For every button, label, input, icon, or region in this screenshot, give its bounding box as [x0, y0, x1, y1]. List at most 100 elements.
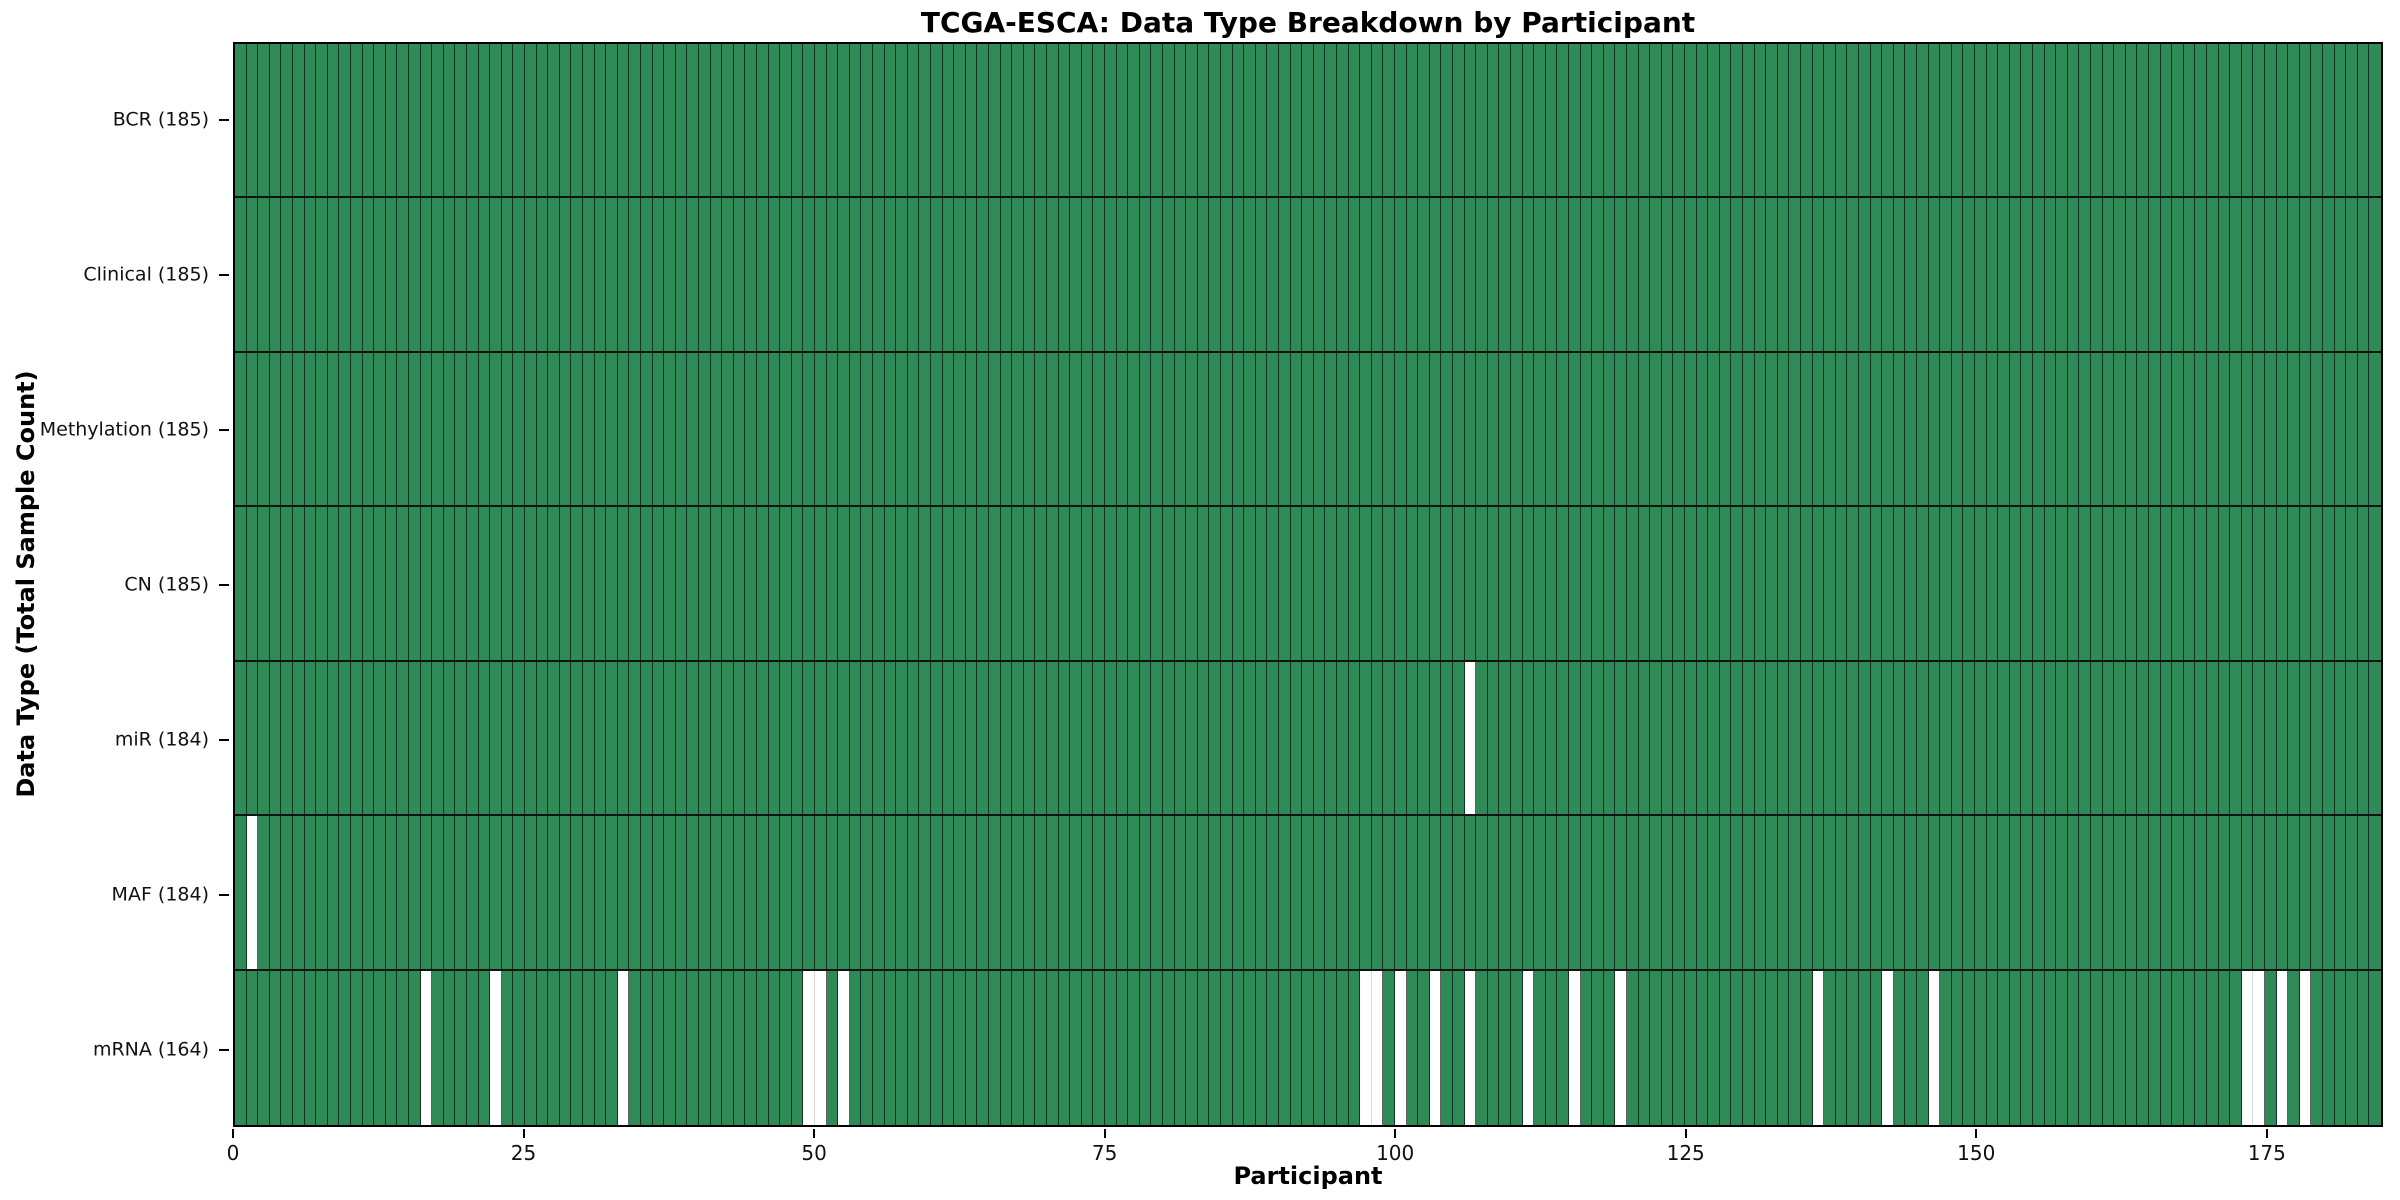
- participant-cell: [1453, 507, 1465, 660]
- participant-cell: [1615, 352, 1627, 506]
- participant-cell: [1638, 44, 1651, 197]
- participant-cell: [1325, 970, 1337, 1125]
- participant-cell: [954, 816, 966, 969]
- participant-cell: [1603, 198, 1616, 351]
- x-tick-label: 0: [226, 1141, 240, 1165]
- participant-cell: [942, 44, 955, 197]
- participant-cell: [2195, 507, 2207, 660]
- participant-cell: [258, 661, 270, 815]
- participant-cell: [1209, 198, 1221, 351]
- participant-cell: [1070, 352, 1082, 506]
- participant-cell: [2091, 352, 2103, 506]
- participant-cell: [443, 970, 456, 1125]
- participant-cell: [1267, 661, 1279, 815]
- y-axis-ticks: BCR (185) Clinical (185) Methylation (185)…: [0, 42, 231, 1127]
- participant-cell: [1151, 44, 1163, 197]
- participant-cell: [2230, 816, 2242, 969]
- participant-cell: [1812, 816, 1825, 969]
- participant-cell: [641, 507, 653, 660]
- participant-cell: [478, 352, 491, 506]
- participant-cell: [2183, 816, 2196, 969]
- participant-cell: [2288, 816, 2300, 969]
- participant-cell: [490, 661, 502, 815]
- y-tick-label: BCR (185): [112, 108, 209, 131]
- participant-cell: [2323, 352, 2335, 506]
- participant-cell: [1603, 816, 1616, 969]
- participant-cell: [826, 816, 839, 969]
- participant-cell: [1337, 507, 1349, 660]
- participant-cell: [745, 507, 757, 660]
- participant-cell: [501, 44, 514, 197]
- participant-cell: [896, 970, 908, 1125]
- participant-cell: [965, 661, 978, 815]
- participant-cell: [1685, 198, 1697, 351]
- participant-cell: [849, 44, 862, 197]
- participant-cell: [780, 661, 792, 815]
- participant-cell: [1743, 661, 1755, 815]
- participant-cell: [687, 816, 699, 969]
- participant-cell: [1905, 352, 1917, 506]
- participant-cell: [1928, 198, 1941, 351]
- participant-cell: [1754, 507, 1767, 660]
- participant-cell: [281, 661, 293, 815]
- participant-cell: [2265, 352, 2277, 506]
- participant-cell: [374, 816, 386, 969]
- participant-cell: [409, 44, 421, 197]
- participant-cell: [269, 44, 282, 197]
- participant-cell: [722, 352, 734, 506]
- participant-cell: [838, 352, 850, 506]
- participant-cell: [710, 352, 723, 506]
- participant-cell: [1035, 352, 1047, 506]
- participant-cell: [2346, 352, 2358, 506]
- participant-cell: [1847, 816, 1859, 969]
- participant-cell: [385, 44, 398, 197]
- participant-cell: [1511, 352, 1523, 506]
- participant-cell: [513, 970, 525, 1125]
- participant-cell: [826, 970, 839, 1125]
- participant-cell: [304, 198, 317, 351]
- participant-cell: [1383, 44, 1395, 197]
- participant-cell: [1255, 198, 1268, 351]
- participant-cell: [1058, 44, 1071, 197]
- participant-cell: [269, 352, 282, 506]
- participant-cell: [1337, 352, 1349, 506]
- participant-cell: [2323, 970, 2335, 1125]
- participant-cell: [803, 507, 815, 660]
- participant-cell: [2253, 44, 2265, 197]
- participant-cell: [2149, 352, 2161, 506]
- participant-cell: [2044, 44, 2057, 197]
- participant-cell: [2311, 970, 2323, 1125]
- participant-cell: [2044, 661, 2057, 815]
- participant-cell: [1255, 44, 1268, 197]
- participant-cell: [1302, 816, 1314, 969]
- participant-cell: [2091, 44, 2103, 197]
- participant-cell: [1313, 352, 1326, 506]
- participant-cell: [1754, 198, 1767, 351]
- participant-cell: [304, 44, 317, 197]
- participant-cell: [1325, 816, 1337, 969]
- participant-cell: [1789, 44, 1801, 197]
- participant-cell: [1789, 970, 1801, 1125]
- participant-cell: [1151, 352, 1163, 506]
- participant-cell: [861, 44, 873, 197]
- participant-cell: [397, 816, 409, 969]
- participant-cell: [1545, 661, 1558, 815]
- participant-cell: [2160, 970, 2173, 1125]
- participant-cell: [536, 970, 549, 1125]
- participant-cell: [1487, 816, 1500, 969]
- participant-cell: [1545, 352, 1558, 506]
- participant-cell: [1232, 352, 1245, 506]
- participant-cell: [1545, 44, 1558, 197]
- participant-cell: [397, 970, 409, 1125]
- participant-cell: [1951, 816, 1964, 969]
- participant-cell: [1186, 44, 1198, 197]
- participant-cell: [1337, 816, 1349, 969]
- participant-cell: [1012, 661, 1024, 815]
- participant-cell: [1302, 198, 1314, 351]
- participant-cell: [1000, 661, 1013, 815]
- participant-cell: [1511, 816, 1523, 969]
- participant-cell: [594, 816, 607, 969]
- participant-cell: [1000, 44, 1013, 197]
- participant-cell: [2265, 816, 2277, 969]
- participant-cell: [467, 44, 479, 197]
